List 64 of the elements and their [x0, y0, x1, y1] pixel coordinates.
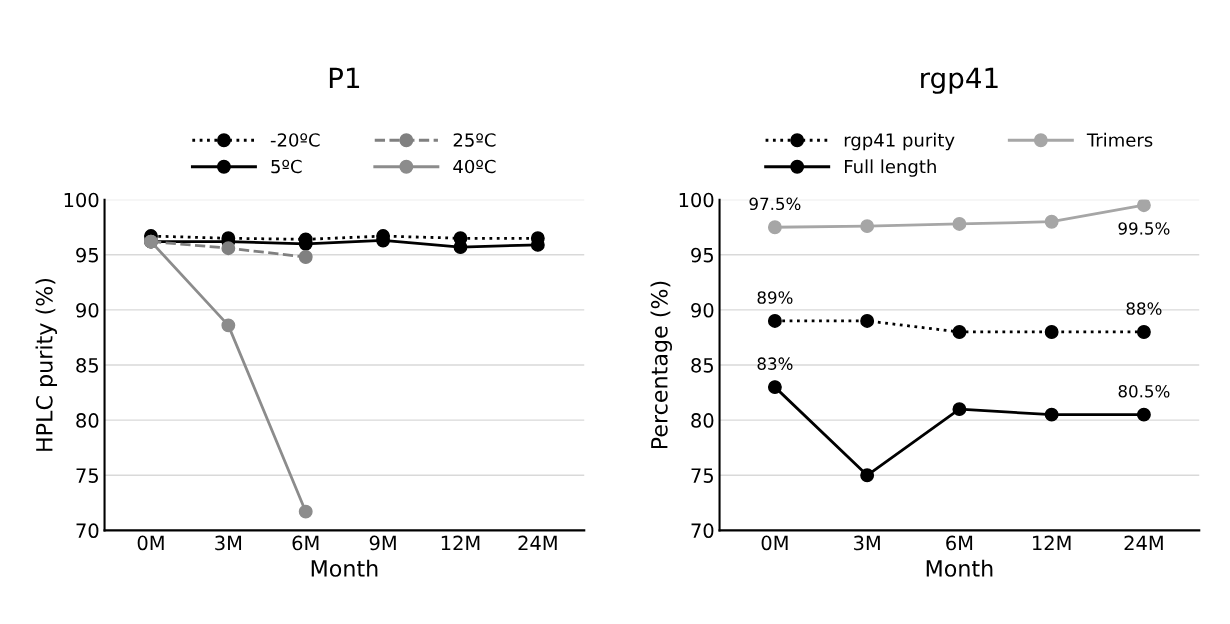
y-tick-label: 70: [76, 523, 99, 539]
x-tick-label: 12M: [441, 535, 480, 551]
y-tick-label: 85: [76, 358, 98, 373]
point: [952, 402, 967, 417]
x-tick-label: 3M: [854, 535, 880, 551]
legend-label: 25ºC: [453, 133, 496, 147]
y-tick-label: 80: [76, 413, 99, 428]
point: [1044, 407, 1059, 422]
y-axis-title: Percentage (%): [650, 281, 673, 449]
point: [1136, 199, 1151, 213]
x-tick-label: 24M: [518, 535, 557, 551]
point: [952, 325, 967, 339]
legend-label: rgp41 purity: [844, 132, 955, 151]
x-axis-title: Month: [311, 559, 378, 577]
chart-title: P1: [329, 67, 360, 89]
point: [298, 250, 313, 264]
point: [767, 313, 782, 328]
point: [1044, 214, 1059, 229]
y-tick-label: 75: [691, 468, 713, 483]
y-tick-label: 70: [691, 523, 714, 539]
point: [1044, 325, 1059, 339]
x-axis-title: Month: [926, 559, 993, 577]
point: [860, 468, 875, 483]
legend-label: Trimers: [1086, 132, 1153, 147]
y-tick-label: 90: [76, 302, 99, 318]
data-label: 99.5%: [1118, 222, 1170, 235]
y-tick-label: 100: [64, 192, 99, 208]
point: [298, 504, 313, 519]
y-axis-title: HPLC purity (%): [35, 278, 58, 451]
legend-label: 40ºC: [453, 159, 496, 174]
point: [1136, 325, 1151, 339]
legend-label: -20ºC: [270, 133, 320, 147]
x-tick-label: 24M: [1124, 535, 1163, 551]
x-tick-label: 12M: [1033, 535, 1071, 551]
point: [221, 241, 236, 256]
data-label: 97.5%: [749, 197, 801, 211]
y-tick-label: 95: [691, 247, 713, 263]
legend-label: Full length: [845, 159, 936, 177]
point: [860, 219, 875, 234]
x-tick-label: 6M: [292, 535, 319, 551]
y-tick-label: 100: [679, 192, 714, 208]
data-label: 80.5%: [1118, 384, 1170, 398]
data-label: 89%: [757, 291, 793, 304]
y-tick-label: 95: [76, 247, 98, 263]
x-tick-label: 0M: [761, 535, 788, 551]
point: [952, 216, 967, 231]
point: [453, 240, 468, 255]
point: [221, 318, 236, 333]
x-tick-label: 9M: [369, 535, 396, 551]
x-tick-label: 6M: [946, 535, 973, 551]
y-tick-label: 85: [691, 358, 713, 373]
y-tick-label: 80: [691, 413, 714, 428]
x-tick-label: 3M: [215, 535, 242, 551]
y-tick-label: 75: [76, 468, 98, 483]
data-label: 88%: [1126, 302, 1162, 315]
point: [767, 380, 782, 395]
legend-label: 5ºC: [271, 159, 302, 174]
chart-title: rgp41: [921, 67, 998, 94]
data-label: 83%: [757, 357, 793, 370]
point: [1136, 407, 1151, 422]
x-tick-label: 0M: [137, 535, 164, 551]
y-tick-label: 90: [691, 302, 714, 318]
point: [767, 220, 782, 235]
point: [860, 313, 875, 328]
